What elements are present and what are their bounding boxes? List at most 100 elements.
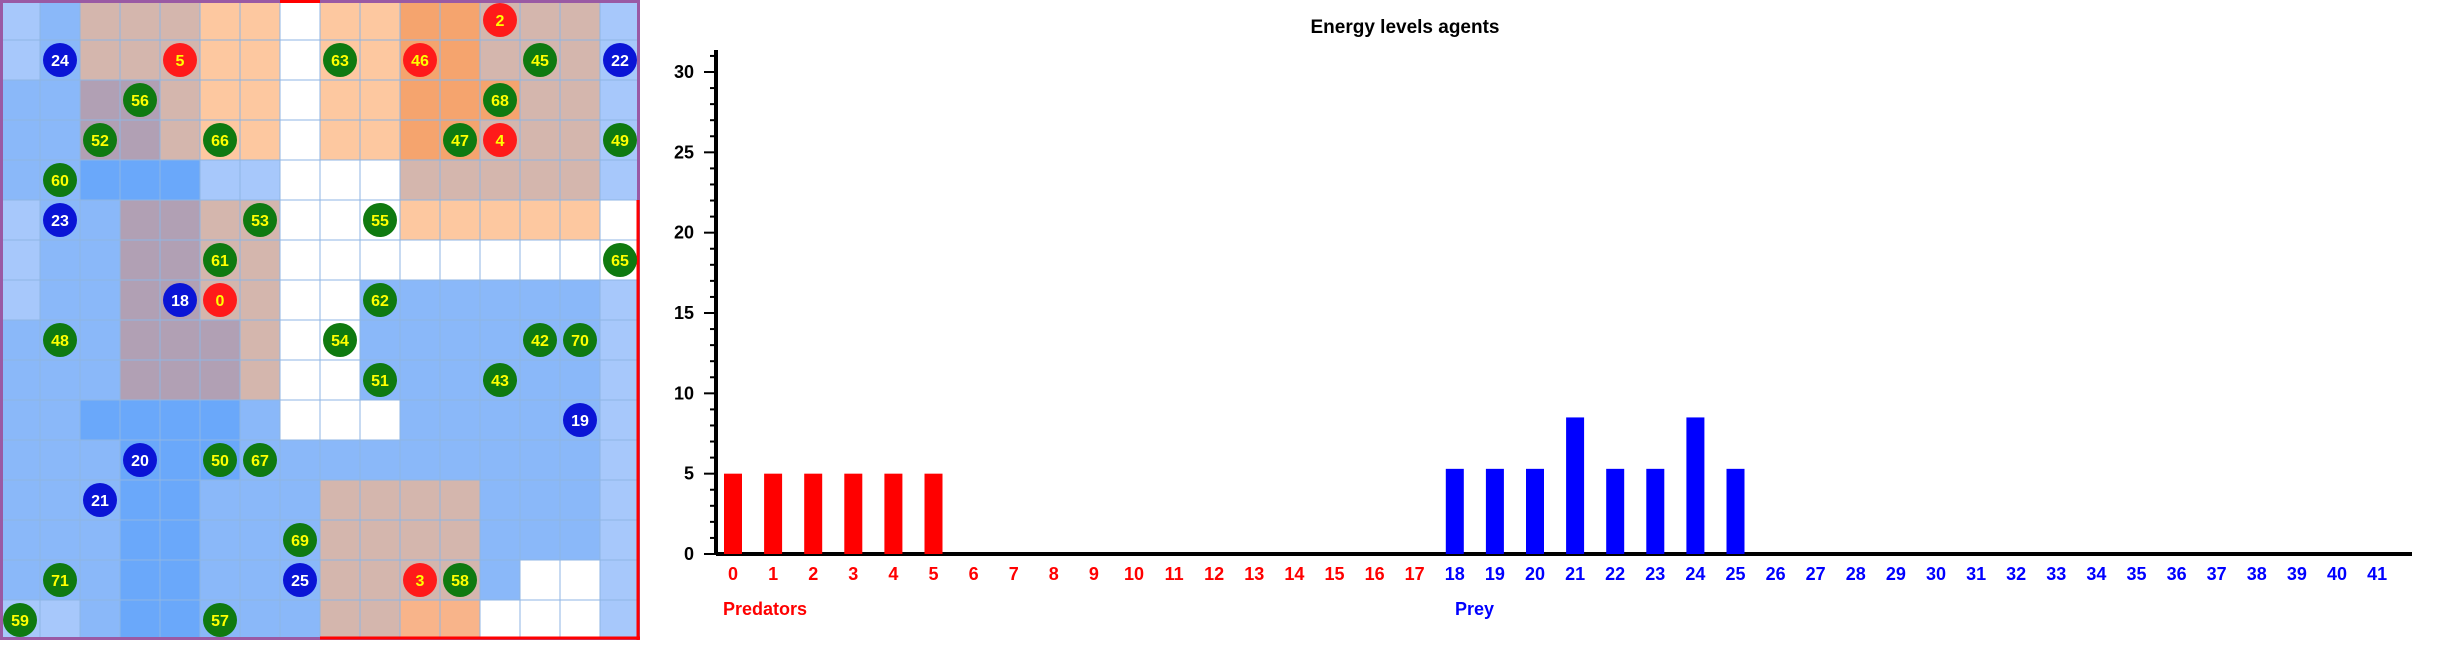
agent-label: 0 <box>216 293 225 310</box>
grid-cell <box>279 239 321 281</box>
grid-cell <box>239 519 281 561</box>
grid-cell <box>519 359 561 401</box>
agent-label: 25 <box>291 573 309 590</box>
grid-cell <box>319 519 361 561</box>
grid-cell <box>439 159 481 201</box>
grid-cell <box>319 279 361 321</box>
plant-agent: 67 <box>243 443 277 477</box>
grid-cell <box>239 119 281 161</box>
grid-cell <box>319 399 361 441</box>
grid-cell <box>0 559 41 601</box>
x-tick-label: 26 <box>1766 564 1786 584</box>
grid-cell <box>39 439 81 481</box>
grid-cell <box>239 0 281 41</box>
plant-agent: 43 <box>483 363 517 397</box>
grid-cell <box>519 279 561 321</box>
agent-label: 62 <box>371 293 389 310</box>
plant-agent-circle <box>123 83 157 117</box>
grid-cell <box>359 559 401 601</box>
agent-label: 42 <box>531 333 549 350</box>
y-tick-label: 15 <box>674 303 694 323</box>
plant-agent-circle <box>83 123 117 157</box>
grid-cell <box>359 439 401 481</box>
grid-cell <box>559 559 601 601</box>
grid-cell <box>479 519 521 561</box>
plant-agent: 71 <box>43 563 77 597</box>
x-tick-label: 1 <box>768 564 778 584</box>
grid-cell <box>599 599 641 641</box>
grid-cell <box>199 399 241 441</box>
grid-cell <box>279 199 321 241</box>
grid-cell <box>519 439 561 481</box>
grid-cell <box>279 439 321 481</box>
agent-label: 4 <box>496 133 505 150</box>
x-tick-label: 24 <box>1685 564 1705 584</box>
grid-cell <box>599 359 641 401</box>
x-tick-label: 0 <box>728 564 738 584</box>
grid-cell <box>119 599 161 641</box>
agent-label: 55 <box>371 213 389 230</box>
grid-cell <box>119 39 161 81</box>
grid-cell <box>399 279 441 321</box>
agent-label: 20 <box>131 453 149 470</box>
agent-label: 66 <box>211 133 229 150</box>
plant-agent: 69 <box>283 523 317 557</box>
grid-cell <box>39 599 81 641</box>
predator-agent: 46 <box>403 43 437 77</box>
grid-cell <box>79 359 121 401</box>
grid-cell <box>399 479 441 521</box>
predator-agent: 5 <box>163 43 197 77</box>
plant-agent-circle <box>3 603 37 637</box>
grid-cell <box>199 479 241 521</box>
agent-label: 65 <box>611 253 629 270</box>
prey-bar <box>1686 417 1705 554</box>
agent-label: 61 <box>211 253 229 270</box>
grid-cell <box>239 279 281 321</box>
agent-label: 22 <box>611 53 629 70</box>
grid-cell <box>239 239 281 281</box>
agent-label: 54 <box>331 333 349 350</box>
grid-cell <box>559 359 601 401</box>
grid-cell <box>119 119 161 161</box>
agent-label: 52 <box>91 133 109 150</box>
grid-cell <box>479 279 521 321</box>
grid-cell <box>239 559 281 601</box>
grid-cell <box>439 279 481 321</box>
grid-cell <box>359 119 401 161</box>
prey-bar <box>1485 468 1504 554</box>
grid-cell <box>439 79 481 121</box>
grid-cell <box>319 439 361 481</box>
x-tick-label: 41 <box>2367 564 2387 584</box>
prey-agent-circle <box>43 43 77 77</box>
grid-cell <box>479 319 521 361</box>
plant-agent: 62 <box>363 283 397 317</box>
predator-agent: 4 <box>483 123 517 157</box>
grid-cell <box>479 399 521 441</box>
predator-agent: 0 <box>203 283 237 317</box>
prey-bar <box>1646 468 1665 554</box>
grid-cell <box>79 159 121 201</box>
grid-cell <box>599 79 641 121</box>
chart-canvas: Energy levels agents Predators Prey 0510… <box>674 17 2412 619</box>
agent-label: 50 <box>211 453 229 470</box>
grid-cell <box>399 519 441 561</box>
plant-agent: 59 <box>3 603 37 637</box>
grid-cell <box>279 359 321 401</box>
prey-agent-circle <box>123 443 157 477</box>
grid-cell <box>599 319 641 361</box>
grid-cell <box>319 559 361 601</box>
grid-cell <box>519 599 561 641</box>
agent-label: 48 <box>51 333 69 350</box>
agent-label: 70 <box>571 333 589 350</box>
agent-label: 63 <box>331 53 349 70</box>
plant-agent-circle <box>43 563 77 597</box>
predator-agent-circle <box>483 3 517 37</box>
grid-cell <box>39 519 81 561</box>
grid-cell <box>439 519 481 561</box>
grid-cell <box>239 319 281 361</box>
x-tick-label: 37 <box>2207 564 2227 584</box>
grid-cell <box>239 599 281 641</box>
agent-label: 19 <box>571 413 589 430</box>
grid-cell <box>279 159 321 201</box>
agent-label: 46 <box>411 53 429 70</box>
